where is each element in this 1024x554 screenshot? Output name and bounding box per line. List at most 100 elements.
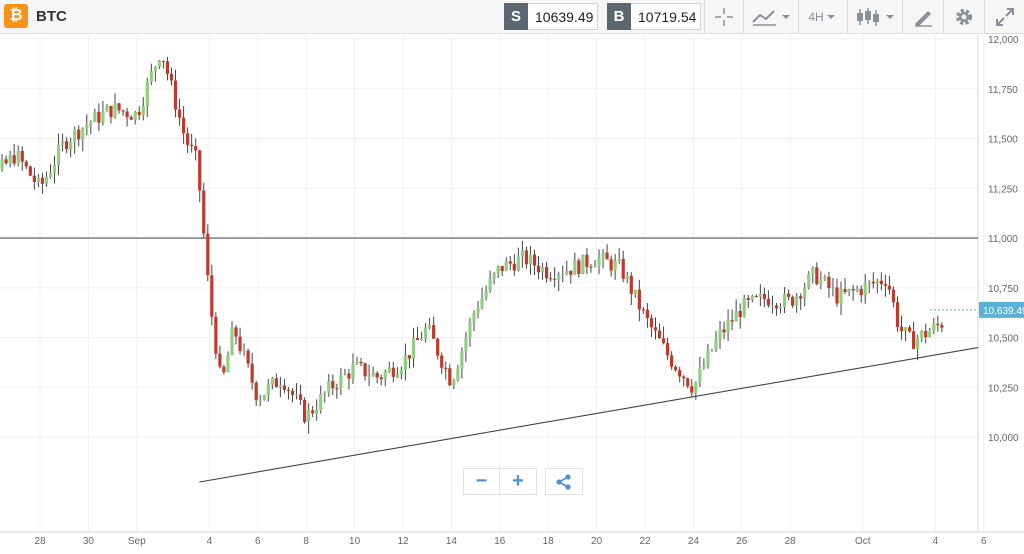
candle-body bbox=[282, 385, 287, 390]
candle-body bbox=[113, 103, 117, 118]
candle-body bbox=[601, 252, 605, 258]
settings-button[interactable] bbox=[943, 0, 984, 33]
fullscreen-button[interactable] bbox=[984, 0, 1024, 33]
settings-gear-icon bbox=[956, 8, 972, 25]
x-tick-label: 12 bbox=[397, 536, 409, 547]
candle-body bbox=[145, 81, 149, 106]
candle-body bbox=[891, 289, 896, 303]
candle-body bbox=[916, 338, 920, 349]
candle-body bbox=[157, 60, 161, 67]
candle-body bbox=[181, 117, 186, 134]
candle-body bbox=[16, 150, 20, 164]
chart-type-button[interactable] bbox=[743, 0, 798, 33]
candle-body bbox=[887, 285, 892, 290]
y-tick-label: 10,000 bbox=[988, 433, 1019, 444]
current-price-tag bbox=[979, 301, 1024, 318]
candle-body bbox=[105, 105, 109, 112]
candle-body bbox=[597, 257, 601, 266]
candle-body bbox=[60, 141, 65, 145]
candle-body bbox=[327, 381, 331, 393]
candle-body bbox=[484, 290, 488, 298]
candle-body bbox=[32, 175, 36, 182]
candle-body bbox=[242, 350, 246, 352]
symbol-name: BTC bbox=[36, 7, 67, 25]
candlestick-chart[interactable]: 28 30 Sep 4 6 8 10 12 14 16 18 20 22 24 26 28 Oct 4 6 12,00… bbox=[0, 35, 1024, 549]
drawing-tools-icon bbox=[915, 10, 932, 27]
candle-body bbox=[186, 133, 190, 145]
symbol-block[interactable]: ₿ BTC bbox=[4, 4, 67, 28]
sell-badge[interactable]: S bbox=[504, 3, 528, 30]
candle-body bbox=[12, 155, 16, 164]
candle-body bbox=[682, 376, 686, 379]
crosshair-button[interactable] bbox=[704, 0, 743, 33]
candle-body bbox=[657, 330, 662, 339]
y-tick-label: 11,500 bbox=[988, 135, 1018, 146]
sell-price-box[interactable]: S 10639.49 bbox=[504, 3, 599, 30]
candle-body bbox=[569, 270, 573, 275]
candle-body bbox=[137, 112, 141, 116]
candle-body bbox=[516, 256, 520, 271]
candle-body bbox=[528, 254, 533, 265]
candle-body bbox=[520, 250, 524, 257]
candle-body bbox=[395, 374, 399, 377]
candle-body bbox=[653, 327, 658, 331]
candle-body bbox=[109, 105, 113, 118]
candle-body bbox=[440, 355, 444, 368]
interval-button[interactable]: 4H bbox=[798, 0, 847, 33]
candle-body bbox=[932, 323, 936, 332]
candle-body bbox=[593, 265, 597, 268]
candle-body bbox=[270, 378, 274, 385]
candle-body bbox=[452, 380, 456, 386]
candle-body bbox=[561, 274, 565, 276]
candle-body bbox=[577, 260, 581, 274]
x-tick-label: 30 bbox=[83, 536, 95, 547]
buy-price[interactable]: 10719.54 bbox=[631, 3, 702, 30]
candle-body bbox=[190, 144, 194, 147]
candle-body bbox=[782, 293, 787, 308]
candle-body bbox=[355, 361, 359, 365]
candle-body bbox=[605, 252, 609, 260]
candle-style-button[interactable] bbox=[847, 0, 902, 33]
candle-body bbox=[811, 267, 815, 274]
candle-body bbox=[298, 394, 303, 400]
candle-body bbox=[629, 275, 633, 295]
candle-body bbox=[698, 368, 702, 383]
candle-body bbox=[0, 159, 4, 169]
candle-body bbox=[419, 338, 424, 340]
sell-price[interactable]: 10639.49 bbox=[528, 3, 599, 30]
zoom-in-button[interactable]: + bbox=[500, 468, 537, 495]
zoom-out-button[interactable]: − bbox=[463, 468, 500, 495]
candle-body bbox=[73, 129, 77, 143]
candle-body bbox=[202, 190, 206, 234]
chart-toolbar: ₿ BTC S 10639.49 B 10719.54 4H bbox=[0, 0, 1024, 34]
candle-body bbox=[718, 329, 722, 339]
chart-area[interactable]: 28 30 Sep 4 6 8 10 12 14 16 18 20 22 24 26 28 Oct 4 6 12,00… bbox=[0, 35, 1024, 549]
current-price-label: 10,639.49 bbox=[983, 306, 1024, 317]
candle-body bbox=[391, 367, 395, 377]
candle-body bbox=[726, 320, 730, 333]
buy-badge[interactable]: B bbox=[607, 3, 631, 30]
candle-body bbox=[557, 274, 561, 280]
candle-body bbox=[641, 309, 645, 311]
x-tick-label: 22 bbox=[639, 536, 651, 547]
candle-body bbox=[734, 311, 738, 322]
y-tick-label: 10,750 bbox=[988, 284, 1019, 295]
share-button[interactable] bbox=[545, 468, 583, 495]
candle-body bbox=[40, 177, 45, 184]
bitcoin-coin-icon: ₿ bbox=[4, 4, 28, 28]
candle-body bbox=[81, 128, 85, 140]
candle-body bbox=[762, 293, 766, 299]
candle-body bbox=[307, 410, 311, 423]
candle-body bbox=[791, 296, 795, 306]
candle-body bbox=[613, 260, 617, 271]
candle-body bbox=[343, 373, 347, 375]
fullscreen-icon bbox=[996, 7, 1014, 26]
candle-body bbox=[778, 307, 783, 309]
candle-body bbox=[230, 327, 234, 356]
candle-body bbox=[690, 386, 694, 393]
candle-body bbox=[101, 111, 105, 123]
drawing-tools-button[interactable] bbox=[902, 0, 943, 33]
candle-body bbox=[379, 377, 383, 380]
candle-body bbox=[246, 350, 250, 364]
buy-price-box[interactable]: B 10719.54 bbox=[607, 3, 702, 30]
